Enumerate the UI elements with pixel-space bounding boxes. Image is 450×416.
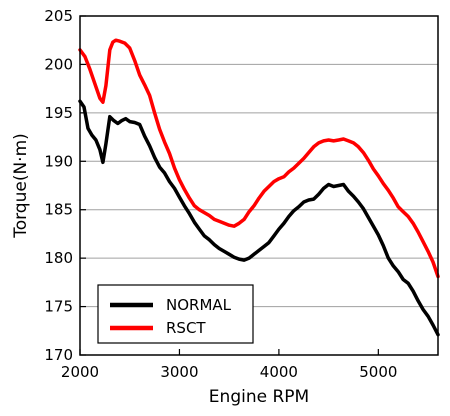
x-tick-label: 2000	[61, 363, 99, 381]
legend-label-rsct: RSCT	[166, 319, 206, 337]
series-line-rsct	[78, 38, 440, 279]
y-axis-title: Torque(N·m)	[11, 133, 31, 239]
series-layer	[78, 38, 440, 337]
legend: NORMAL RSCT	[97, 284, 254, 344]
y-tick-label: 175	[44, 298, 73, 316]
x-tick-label: 4000	[260, 363, 298, 381]
grid-layer	[80, 63, 438, 308]
series-line-normal	[78, 99, 440, 337]
plot-frame	[79, 15, 439, 356]
y-tick-label: 180	[44, 249, 73, 267]
y-tick-label: 205	[44, 7, 73, 25]
y-tick-label: 185	[44, 201, 73, 219]
x-tick-label: 3000	[160, 363, 198, 381]
legend-label-normal: NORMAL	[166, 296, 232, 314]
y-tick-label: 195	[44, 104, 73, 122]
y-tick-label: 170	[44, 346, 73, 364]
x-tick-label: 5000	[359, 363, 397, 381]
x-axis-title: Engine RPM	[209, 387, 309, 407]
tick-layer: 170 175 180 185 190 195 200 205 2000 3000 4000 5000	[44, 7, 397, 381]
y-tick-label: 200	[44, 55, 73, 73]
legend-box	[97, 284, 254, 344]
y-tick-label: 190	[44, 152, 73, 170]
